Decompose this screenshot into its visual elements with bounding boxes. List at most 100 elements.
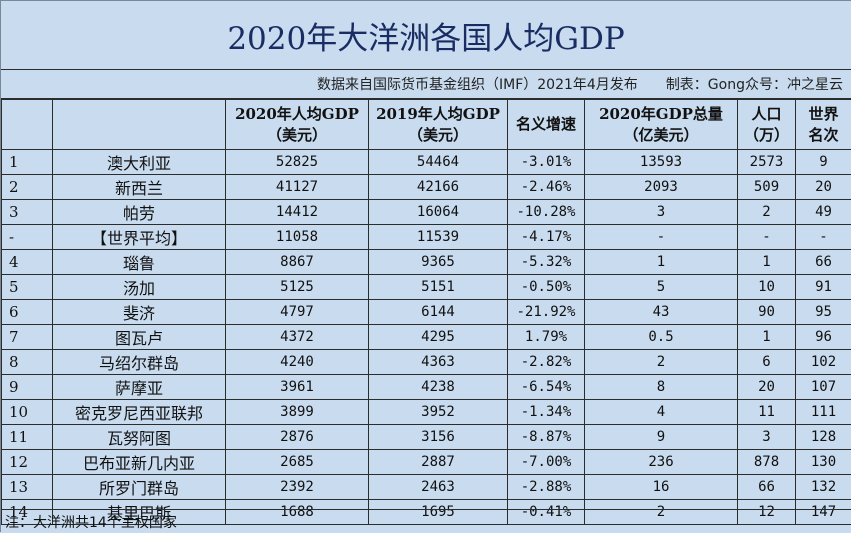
gdp-2020-cell[interactable]: 52825 xyxy=(226,150,369,175)
world-rank-cell[interactable]: 66 xyxy=(796,250,851,275)
gdp-2019-cell[interactable]: 2887 xyxy=(369,450,508,475)
growth-cell[interactable]: -10.28% xyxy=(508,200,585,225)
growth-cell[interactable]: -7.00% xyxy=(508,450,585,475)
population-cell[interactable]: 3 xyxy=(738,425,796,450)
growth-cell[interactable]: -6.54% xyxy=(508,375,585,400)
world-rank-cell[interactable]: 91 xyxy=(796,275,851,300)
growth-cell[interactable]: -21.92% xyxy=(508,300,585,325)
growth-cell[interactable]: -1.34% xyxy=(508,400,585,425)
gdp-2019-cell[interactable]: 4295 xyxy=(369,325,508,350)
gdp-2019-cell[interactable]: 5151 xyxy=(369,275,508,300)
world-rank-cell[interactable]: 95 xyxy=(796,300,851,325)
total-gdp-cell[interactable]: 13593 xyxy=(585,150,738,175)
gdp-2019-cell[interactable]: 9365 xyxy=(369,250,508,275)
country-cell[interactable]: 密克罗尼西亚联邦 xyxy=(53,400,226,425)
world-rank-cell[interactable]: 96 xyxy=(796,325,851,350)
world-rank-cell[interactable]: 132 xyxy=(796,475,851,500)
gdp-2020-cell[interactable]: 41127 xyxy=(226,175,369,200)
rank-cell[interactable]: - xyxy=(2,225,53,250)
header-gdp-2019[interactable]: 2019年人均GDP （美元） xyxy=(369,100,508,150)
total-gdp-cell[interactable]: - xyxy=(585,225,738,250)
gdp-2020-cell[interactable]: 2392 xyxy=(226,475,369,500)
footnote[interactable]: 注：大洋洲共14个主权国家 xyxy=(1,509,851,533)
gdp-2019-cell[interactable]: 4363 xyxy=(369,350,508,375)
gdp-2019-cell[interactable]: 42166 xyxy=(369,175,508,200)
gdp-2020-cell[interactable]: 2685 xyxy=(226,450,369,475)
header-rank[interactable] xyxy=(2,100,53,150)
rank-cell[interactable]: 6 xyxy=(2,300,53,325)
population-cell[interactable]: 20 xyxy=(738,375,796,400)
population-cell[interactable]: 90 xyxy=(738,300,796,325)
world-rank-cell[interactable]: 107 xyxy=(796,375,851,400)
gdp-2019-cell[interactable]: 54464 xyxy=(369,150,508,175)
country-cell[interactable]: 瑙鲁 xyxy=(53,250,226,275)
rank-cell[interactable]: 13 xyxy=(2,475,53,500)
country-cell[interactable]: 马绍尔群岛 xyxy=(53,350,226,375)
rank-cell[interactable]: 2 xyxy=(2,175,53,200)
gdp-2020-cell[interactable]: 14412 xyxy=(226,200,369,225)
world-rank-cell[interactable]: 9 xyxy=(796,150,851,175)
gdp-2020-cell[interactable]: 4240 xyxy=(226,350,369,375)
gdp-2020-cell[interactable]: 8867 xyxy=(226,250,369,275)
growth-cell[interactable]: -2.46% xyxy=(508,175,585,200)
population-cell[interactable]: 11 xyxy=(738,400,796,425)
population-cell[interactable]: 878 xyxy=(738,450,796,475)
country-cell[interactable]: 【世界平均】 xyxy=(53,225,226,250)
world-rank-cell[interactable]: 49 xyxy=(796,200,851,225)
gdp-2020-cell[interactable]: 4372 xyxy=(226,325,369,350)
total-gdp-cell[interactable]: 16 xyxy=(585,475,738,500)
rank-cell[interactable]: 5 xyxy=(2,275,53,300)
growth-cell[interactable]: -4.17% xyxy=(508,225,585,250)
population-cell[interactable]: 6 xyxy=(738,350,796,375)
gdp-2019-cell[interactable]: 3952 xyxy=(369,400,508,425)
population-cell[interactable]: 509 xyxy=(738,175,796,200)
growth-cell[interactable]: 1.79% xyxy=(508,325,585,350)
country-cell[interactable]: 瓦努阿图 xyxy=(53,425,226,450)
gdp-2020-cell[interactable]: 11058 xyxy=(226,225,369,250)
rank-cell[interactable]: 1 xyxy=(2,150,53,175)
total-gdp-cell[interactable]: 236 xyxy=(585,450,738,475)
population-cell[interactable]: 2 xyxy=(738,200,796,225)
rank-cell[interactable]: 8 xyxy=(2,350,53,375)
country-cell[interactable]: 图瓦卢 xyxy=(53,325,226,350)
total-gdp-cell[interactable]: 0.5 xyxy=(585,325,738,350)
growth-cell[interactable]: -2.82% xyxy=(508,350,585,375)
header-growth[interactable]: 名义增速 xyxy=(508,100,585,150)
rank-cell[interactable]: 7 xyxy=(2,325,53,350)
growth-cell[interactable]: -3.01% xyxy=(508,150,585,175)
total-gdp-cell[interactable]: 4 xyxy=(585,400,738,425)
country-cell[interactable]: 帕劳 xyxy=(53,200,226,225)
world-rank-cell[interactable]: 20 xyxy=(796,175,851,200)
gdp-2019-cell[interactable]: 2463 xyxy=(369,475,508,500)
population-cell[interactable]: 10 xyxy=(738,275,796,300)
gdp-2020-cell[interactable]: 5125 xyxy=(226,275,369,300)
population-cell[interactable]: 2573 xyxy=(738,150,796,175)
gdp-2020-cell[interactable]: 3961 xyxy=(226,375,369,400)
total-gdp-cell[interactable]: 2 xyxy=(585,350,738,375)
total-gdp-cell[interactable]: 3 xyxy=(585,200,738,225)
world-rank-cell[interactable]: 128 xyxy=(796,425,851,450)
growth-cell[interactable]: -8.87% xyxy=(508,425,585,450)
rank-cell[interactable]: 10 xyxy=(2,400,53,425)
country-cell[interactable]: 澳大利亚 xyxy=(53,150,226,175)
total-gdp-cell[interactable]: 1 xyxy=(585,250,738,275)
total-gdp-cell[interactable]: 43 xyxy=(585,300,738,325)
population-cell[interactable]: 1 xyxy=(738,250,796,275)
rank-cell[interactable]: 11 xyxy=(2,425,53,450)
rank-cell[interactable]: 3 xyxy=(2,200,53,225)
header-total-gdp[interactable]: 2020年GDP总量 （亿美元） xyxy=(585,100,738,150)
population-cell[interactable]: 1 xyxy=(738,325,796,350)
world-rank-cell[interactable]: 102 xyxy=(796,350,851,375)
header-country[interactable] xyxy=(53,100,226,150)
header-population[interactable]: 人口 （万） xyxy=(738,100,796,150)
gdp-2019-cell[interactable]: 3156 xyxy=(369,425,508,450)
country-cell[interactable]: 汤加 xyxy=(53,275,226,300)
rank-cell[interactable]: 4 xyxy=(2,250,53,275)
total-gdp-cell[interactable]: 5 xyxy=(585,275,738,300)
country-cell[interactable]: 斐济 xyxy=(53,300,226,325)
country-cell[interactable]: 巴布亚新几内亚 xyxy=(53,450,226,475)
header-gdp-2020[interactable]: 2020年人均GDP （美元） xyxy=(226,100,369,150)
growth-cell[interactable]: -0.50% xyxy=(508,275,585,300)
gdp-2019-cell[interactable]: 4238 xyxy=(369,375,508,400)
country-cell[interactable]: 新西兰 xyxy=(53,175,226,200)
